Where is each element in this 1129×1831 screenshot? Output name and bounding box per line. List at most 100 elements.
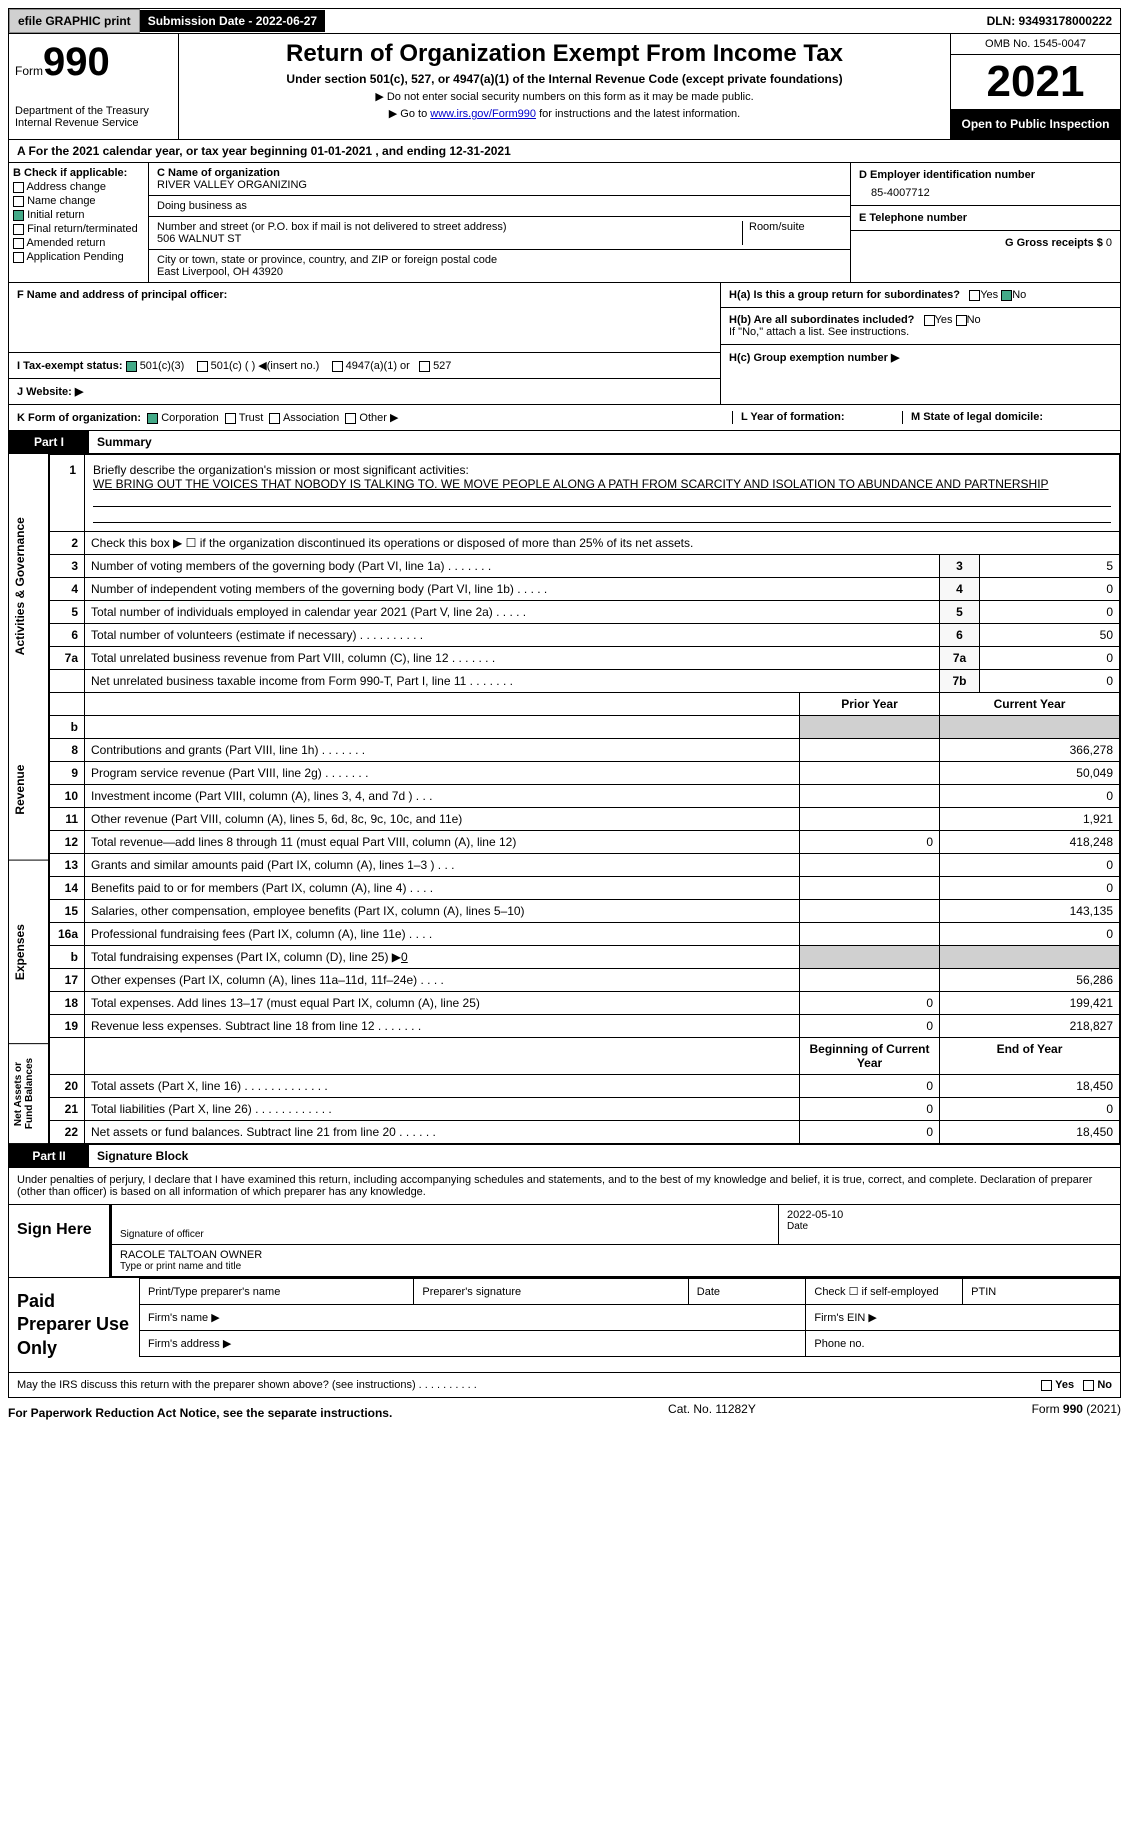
assoc-checkbox[interactable] <box>269 413 280 424</box>
col-header-row: Prior Year Current Year <box>50 693 1120 716</box>
form-number: 990 <box>43 40 110 84</box>
lower-right: H(a) Is this a group return for subordin… <box>720 283 1120 404</box>
open-inspection: Open to Public Inspection <box>951 109 1120 139</box>
initial-return-checkbox[interactable] <box>13 210 24 221</box>
name-change-checkbox[interactable] <box>13 196 24 207</box>
table-row: 6Total number of volunteers (estimate if… <box>50 624 1120 647</box>
final-return-checkbox[interactable] <box>13 224 24 235</box>
current-year-header: Current Year <box>940 693 1120 716</box>
section-b: B Check if applicable: Address change Na… <box>9 163 149 282</box>
addr-label: Number and street (or P.O. box if mail i… <box>157 221 742 233</box>
department-label: Department of the Treasury <box>15 105 172 117</box>
part1-body: Activities & Governance Revenue Expenses… <box>8 454 1121 1145</box>
table-row: 9Program service revenue (Part VIII, lin… <box>50 762 1120 785</box>
part1-title: Summary <box>97 435 152 449</box>
lower-left: F Name and address of principal officer:… <box>9 283 720 404</box>
form-label: Form <box>15 64 43 78</box>
addr-change-checkbox[interactable] <box>13 182 24 193</box>
table-row: 17Other expenses (Part IX, column (A), l… <box>50 969 1120 992</box>
q1-text: Briefly describe the organization's miss… <box>93 463 1111 477</box>
table-row: Net unrelated business taxable income fr… <box>50 670 1120 693</box>
other-checkbox[interactable] <box>345 413 356 424</box>
firm-ein-label: Firm's EIN ▶ <box>806 1305 1120 1331</box>
hb-no-checkbox[interactable] <box>956 315 967 326</box>
expenses-label: Expenses <box>9 861 48 1044</box>
irs-link[interactable]: www.irs.gov/Form990 <box>430 108 536 120</box>
year-formation-label: L Year of formation: <box>741 411 845 423</box>
note2-pre: ▶ Go to <box>389 108 430 120</box>
footer-bar: For Paperwork Reduction Act Notice, see … <box>8 1398 1121 1428</box>
prep-row2: Firm's name ▶ Firm's EIN ▶ <box>140 1305 1120 1331</box>
form-ref: Form 990 (2021) <box>1032 1402 1121 1424</box>
tax-status-label: I Tax-exempt status: <box>17 360 123 372</box>
header-middle: Return of Organization Exempt From Incom… <box>179 34 950 139</box>
part1-header-row: Part I Summary <box>8 431 1121 454</box>
table-row: 11Other revenue (Part VIII, column (A), … <box>50 808 1120 831</box>
state-domicile-label: M State of legal domicile: <box>911 411 1043 423</box>
sign-here-label: Sign Here <box>9 1205 109 1277</box>
prep-sig-label: Preparer's signature <box>414 1279 688 1305</box>
discuss-no-checkbox[interactable] <box>1083 1380 1094 1391</box>
table-row: 22Net assets or fund balances. Subtract … <box>50 1121 1120 1144</box>
end-year-header: End of Year <box>940 1038 1120 1075</box>
table-row: bTotal fundraising expenses (Part IX, co… <box>50 946 1120 969</box>
header-right: OMB No. 1545-0047 2021 Open to Public In… <box>950 34 1120 139</box>
sig-date-value: 2022-05-10 <box>787 1209 1112 1221</box>
table-row: 16aProfessional fundraising fees (Part I… <box>50 923 1120 946</box>
governance-label: Activities & Governance <box>9 454 48 719</box>
501c-label: 501(c) ( ) ◀(insert no.) <box>211 360 320 372</box>
hb-yes-checkbox[interactable] <box>924 315 935 326</box>
form-header: Form990 Department of the Treasury Inter… <box>8 34 1121 140</box>
pending-checkbox[interactable] <box>13 252 24 263</box>
501c3-checkbox[interactable] <box>126 361 137 372</box>
corp-checkbox[interactable] <box>147 413 158 424</box>
addr-change-label: Address change <box>26 181 106 193</box>
table-row: 19Revenue less expenses. Subtract line 1… <box>50 1015 1120 1038</box>
org-name: RIVER VALLEY ORGANIZING <box>157 179 842 191</box>
begin-year-header: Beginning of Current Year <box>800 1038 940 1075</box>
q1-num: 1 <box>50 455 85 532</box>
form-org-label: K Form of organization: <box>17 412 141 424</box>
pending-label: Application Pending <box>26 251 123 263</box>
org-name-label: C Name of organization <box>157 167 842 179</box>
preparer-label: Paid Preparer Use Only <box>9 1278 139 1372</box>
lower-info: F Name and address of principal officer:… <box>8 283 1121 405</box>
efile-button[interactable]: efile GRAPHIC print <box>9 9 140 33</box>
part2-header-row: Part II Signature Block <box>8 1145 1121 1168</box>
4947-label: 4947(a)(1) or <box>346 360 410 372</box>
discuss-row: May the IRS discuss this return with the… <box>8 1373 1121 1398</box>
discuss-no-label: No <box>1097 1379 1112 1391</box>
ein-label: D Employer identification number <box>859 169 1112 181</box>
4947-checkbox[interactable] <box>332 361 343 372</box>
dba-label: Doing business as <box>157 200 842 212</box>
501c-checkbox[interactable] <box>197 361 208 372</box>
discuss-yes-checkbox[interactable] <box>1041 1380 1052 1391</box>
table-row: 20Total assets (Part X, line 16) . . . .… <box>50 1075 1120 1098</box>
prep-check-label: Check ☐ if self-employed <box>806 1279 963 1305</box>
receipts-label: G Gross receipts $ <box>1005 237 1103 249</box>
corp-label: Corporation <box>161 412 218 424</box>
table-row: 10Investment income (Part VIII, column (… <box>50 785 1120 808</box>
officer-label: F Name and address of principal officer: <box>17 289 712 301</box>
summary-table: 1 Briefly describe the organization's mi… <box>49 454 1120 1144</box>
prior-year-header: Prior Year <box>800 693 940 716</box>
signature-declaration: Under penalties of perjury, I declare th… <box>9 1168 1120 1205</box>
table-row: 5Total number of individuals employed in… <box>50 601 1120 624</box>
final-return-label: Final return/terminated <box>27 223 138 235</box>
ha-yes-checkbox[interactable] <box>969 290 980 301</box>
527-checkbox[interactable] <box>419 361 430 372</box>
firm-name-label: Firm's name ▶ <box>140 1305 806 1331</box>
form-subtitle: Under section 501(c), 527, or 4947(a)(1)… <box>185 72 944 86</box>
form-note1: ▶ Do not enter social security numbers o… <box>185 90 944 103</box>
website-label: J Website: ▶ <box>17 386 83 398</box>
sig-name-value: RACOLE TALTOAN OWNER <box>120 1249 1112 1261</box>
table-row: 3Number of voting members of the governi… <box>50 555 1120 578</box>
ha-no-checkbox[interactable] <box>1001 290 1012 301</box>
amended-checkbox[interactable] <box>13 238 24 249</box>
q2-text: Check this box ▶ ☐ if the organization d… <box>85 532 1120 555</box>
sig-officer-caption: Signature of officer <box>120 1229 770 1240</box>
ein-value: 85-4007712 <box>859 187 1112 199</box>
revenue-label: Revenue <box>9 719 48 861</box>
table-row: 15Salaries, other compensation, employee… <box>50 900 1120 923</box>
trust-checkbox[interactable] <box>225 413 236 424</box>
